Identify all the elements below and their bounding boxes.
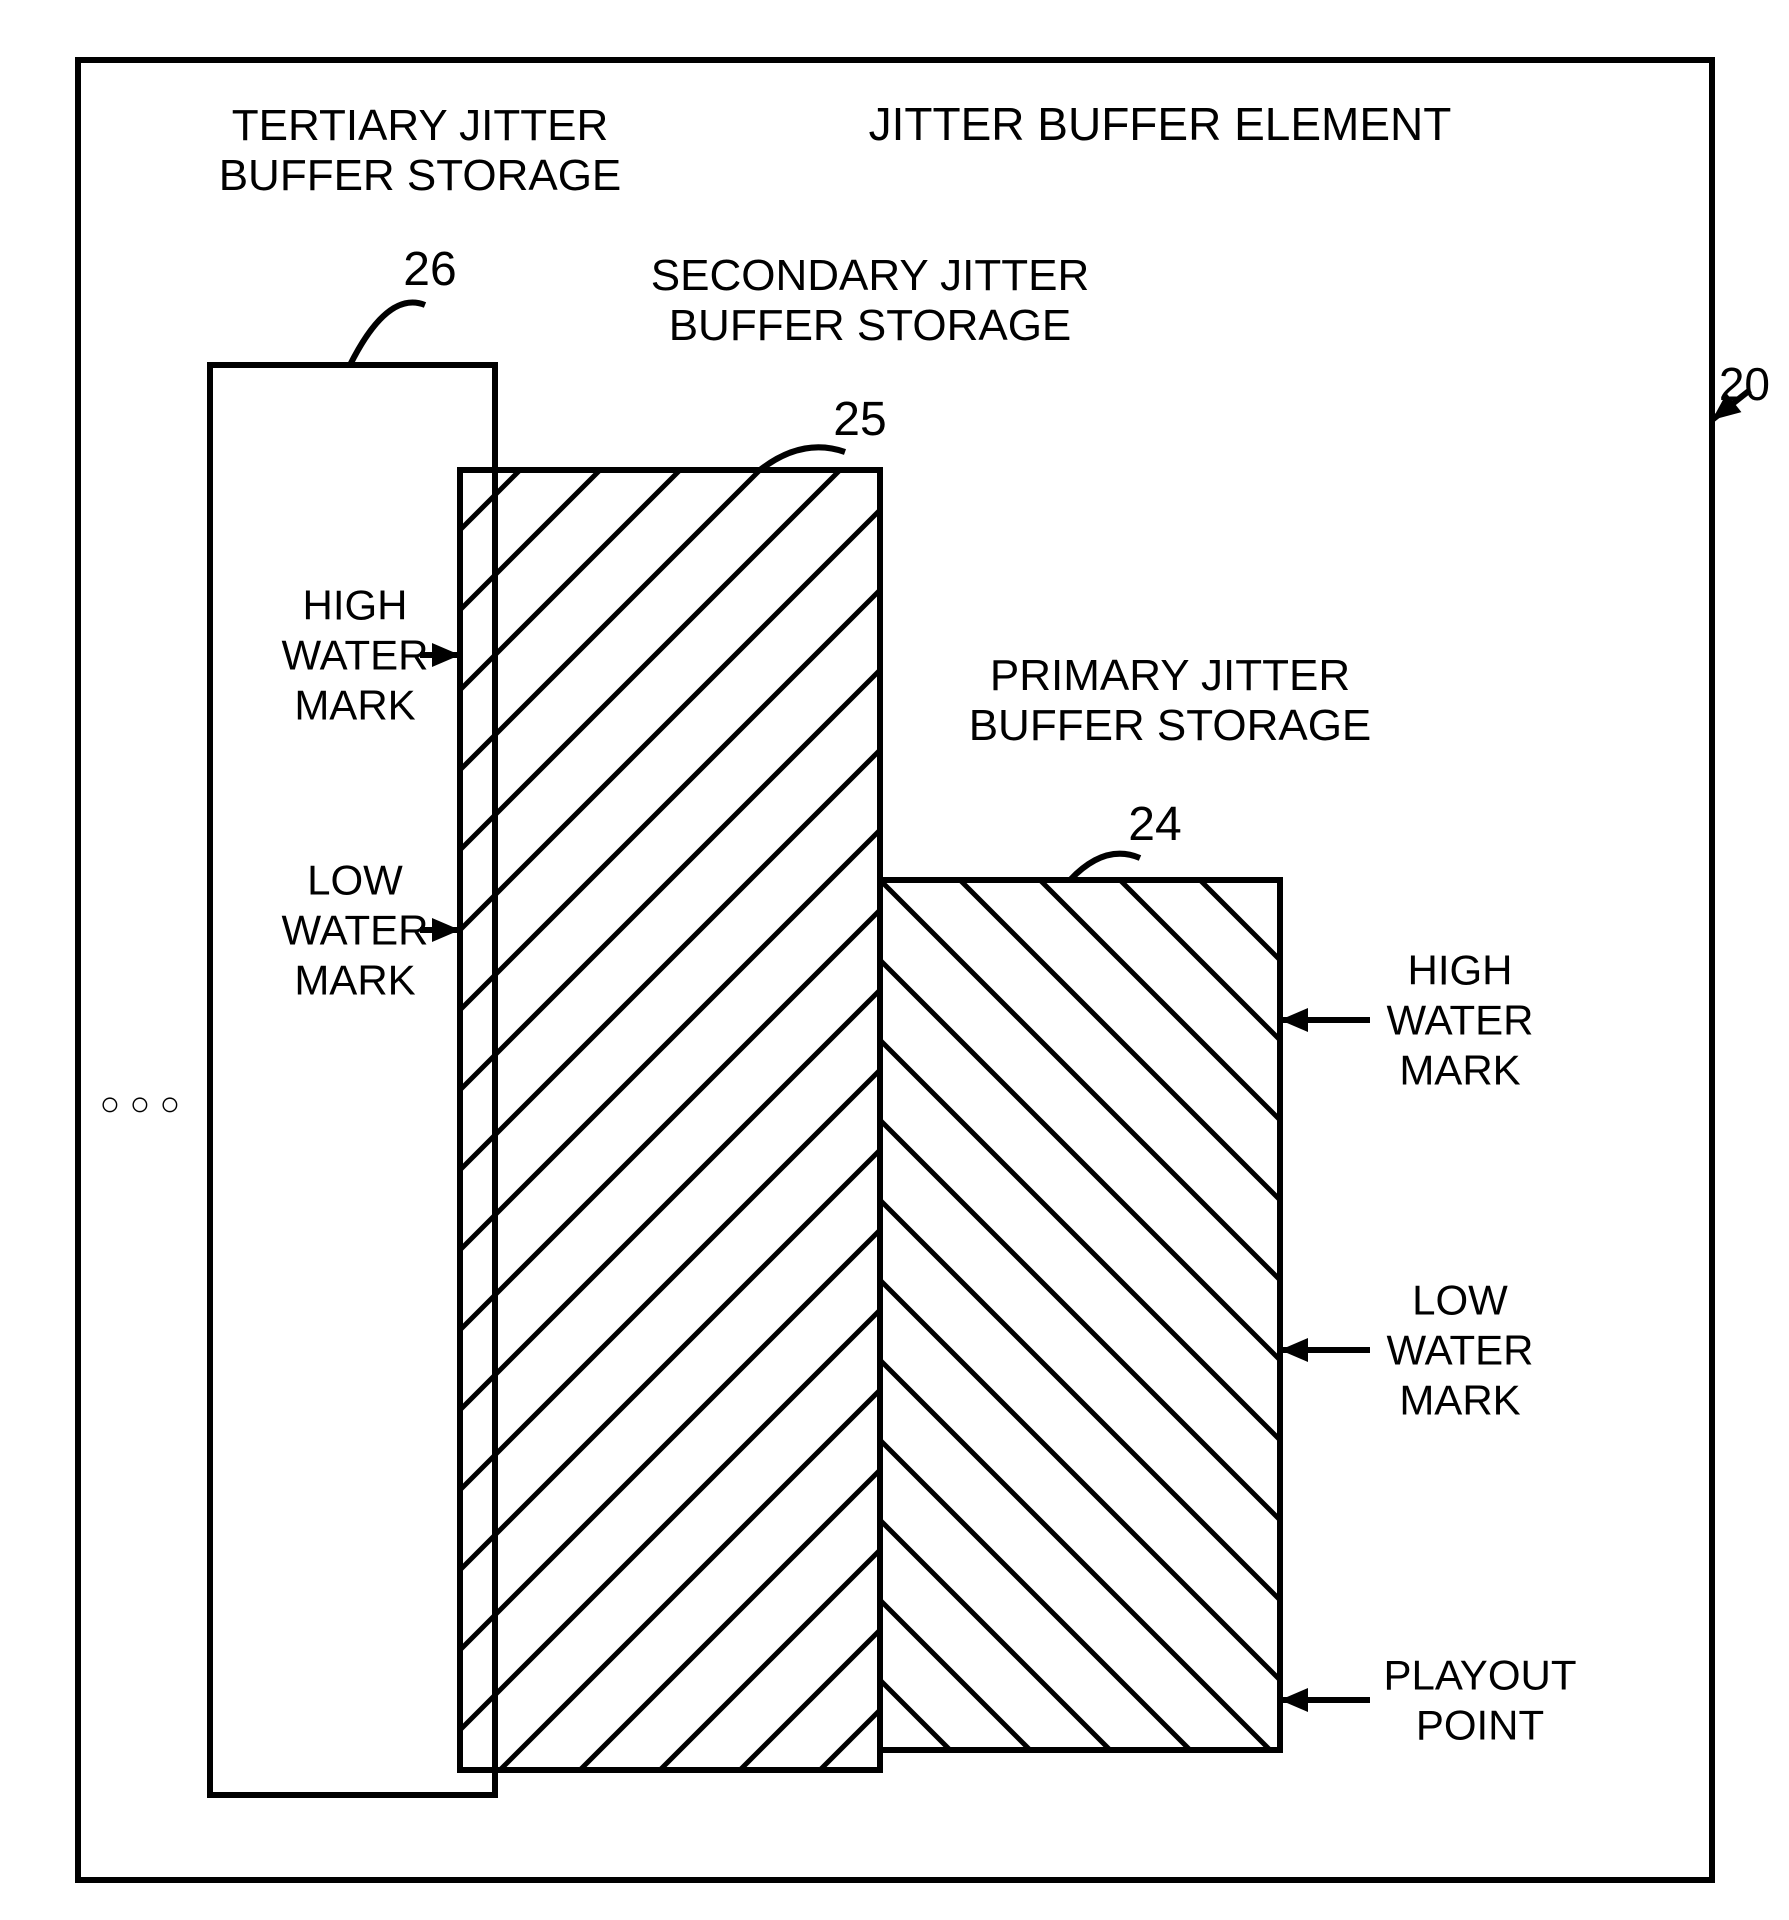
svg-text:TERTIARY JITTER: TERTIARY JITTER [232, 101, 609, 150]
svg-text:BUFFER STORAGE: BUFFER STORAGE [969, 701, 1372, 750]
ref-24: 24 [1128, 798, 1181, 851]
diagram-title: JITTER BUFFER ELEMENT [869, 98, 1452, 150]
ellipsis-dots: ○ ○ ○ [100, 1085, 181, 1123]
primary-low-label: MARK [1399, 1377, 1520, 1424]
secondary-low-label: MARK [294, 957, 415, 1004]
secondary-high-label: HIGH [303, 582, 408, 629]
svg-text:SECONDARY JITTER: SECONDARY JITTER [651, 251, 1089, 300]
ref-26: 26 [403, 243, 456, 296]
secondary-low-label: LOW [307, 857, 403, 904]
ref-25: 25 [833, 393, 886, 446]
primary-high-label: MARK [1399, 1047, 1520, 1094]
svg-text:PRIMARY JITTER: PRIMARY JITTER [990, 651, 1350, 700]
svg-text:BUFFER STORAGE: BUFFER STORAGE [219, 151, 622, 200]
primary-low-label: LOW [1412, 1277, 1508, 1324]
svg-text:BUFFER STORAGE: BUFFER STORAGE [669, 301, 1072, 350]
secondary-high-label: WATER [282, 632, 429, 679]
secondary-high-label: MARK [294, 682, 415, 729]
primary-play-label: PLAYOUT [1384, 1652, 1577, 1699]
primary-play-label: POINT [1416, 1702, 1544, 1749]
secondary-low-label: WATER [282, 907, 429, 954]
primary-low-label: WATER [1387, 1327, 1534, 1374]
primary-high-label: HIGH [1408, 947, 1513, 994]
primary-high-label: WATER [1387, 997, 1534, 1044]
